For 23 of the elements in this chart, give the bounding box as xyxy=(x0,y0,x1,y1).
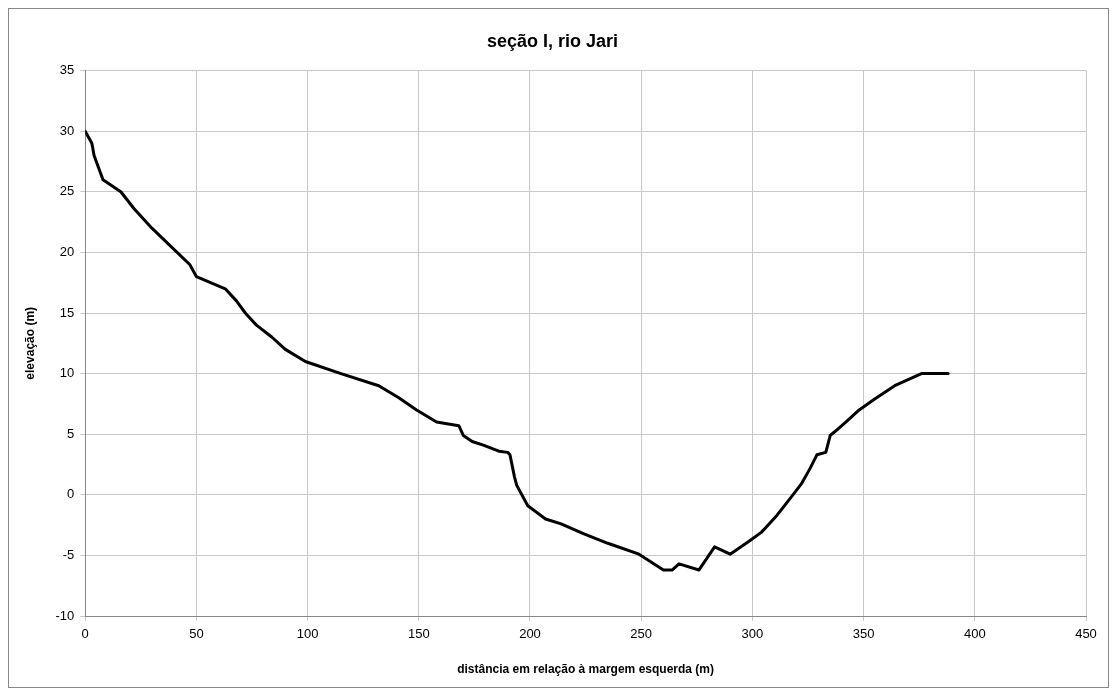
x-axis-title: distância em relação à margem esquerda (m) xyxy=(457,662,714,677)
y-tick-label: 5 xyxy=(66,425,75,441)
x-tick-label: 400 xyxy=(963,626,986,642)
x-tick-label: 200 xyxy=(519,626,541,642)
y-tick-label: 30 xyxy=(59,122,75,138)
x-tick-label: 450 xyxy=(1075,626,1097,642)
y-tick-label: -10 xyxy=(55,607,75,623)
y-tick-label: 20 xyxy=(59,243,75,259)
y-tick-label: 25 xyxy=(59,183,75,199)
x-tick-label: 350 xyxy=(852,626,875,642)
y-tick-label: 0 xyxy=(66,486,75,502)
y-axis-title: elevação (m) xyxy=(22,306,37,380)
y-tick-label: 10 xyxy=(59,365,75,381)
x-tick-label: 250 xyxy=(630,626,653,642)
x-tick-label: 150 xyxy=(407,626,430,642)
y-tick-label: 15 xyxy=(59,304,75,320)
chart-title: seção I, rio Jari xyxy=(486,30,619,51)
x-tick-label: 100 xyxy=(296,626,319,642)
y-tick-label: 35 xyxy=(59,62,75,78)
y-tick-label: -5 xyxy=(62,546,75,562)
x-tick-label: 300 xyxy=(741,626,764,642)
x-tick-label: 50 xyxy=(189,626,204,642)
x-tick-label: 0 xyxy=(81,626,89,642)
